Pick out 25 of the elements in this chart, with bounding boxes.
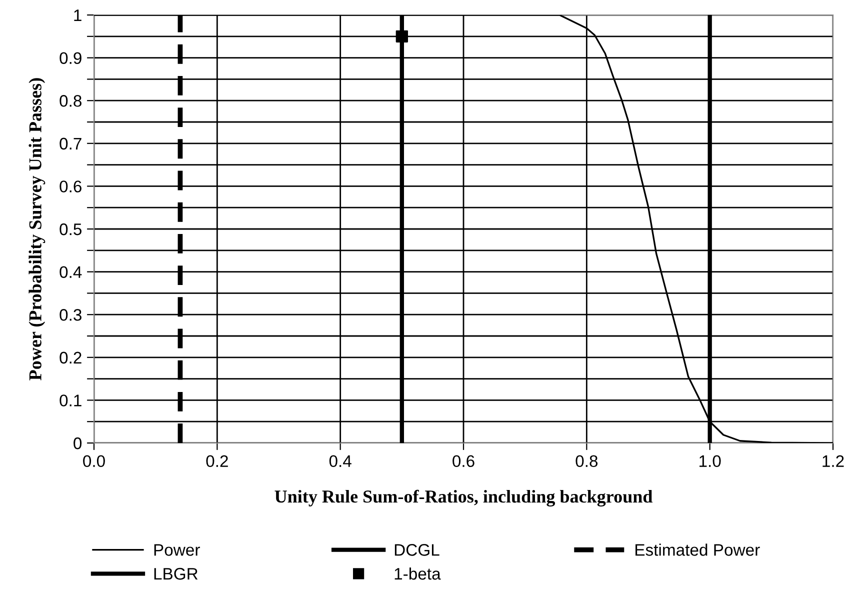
y-axis-title: Power (Probability Survey Unit Passes) bbox=[28, 78, 46, 380]
x-tick-label: 1.0 bbox=[700, 455, 721, 468]
x-tick-label: 0.6 bbox=[452, 455, 474, 468]
y-tick-label: 0.8 bbox=[60, 95, 82, 107]
y-tick-label: 0.2 bbox=[60, 352, 82, 364]
legend-label: LBGR bbox=[154, 568, 198, 580]
legend-label: Estimated Power bbox=[636, 544, 760, 556]
legend-label: 1-beta bbox=[394, 567, 441, 580]
y-tick-label: 0.5 bbox=[60, 223, 82, 236]
x-axis-title: Unity Rule Sum-of-Ratios, including background bbox=[274, 490, 653, 506]
y-tick-label: 0.4 bbox=[60, 266, 82, 278]
x-tick-label: 0.2 bbox=[206, 455, 228, 468]
x-tick-label: 0.0 bbox=[83, 455, 105, 468]
legend-label: Power bbox=[154, 544, 200, 556]
y-tick-label: 0.6 bbox=[60, 180, 82, 192]
y-tick-label: 0.7 bbox=[60, 138, 82, 150]
y-tick-label: 0 bbox=[74, 437, 82, 450]
y-tick-label: 0.1 bbox=[60, 394, 82, 406]
x-tick-label: 1.2 bbox=[822, 455, 844, 467]
y-tick-label: 0.3 bbox=[60, 309, 82, 321]
legend-label: DCGL bbox=[394, 544, 440, 556]
y-tick-label: 0.9 bbox=[60, 52, 82, 64]
x-tick-label: 0.8 bbox=[576, 455, 598, 468]
x-tick-label: 0.4 bbox=[329, 455, 352, 468]
y-tick-label: 1 bbox=[74, 10, 82, 22]
